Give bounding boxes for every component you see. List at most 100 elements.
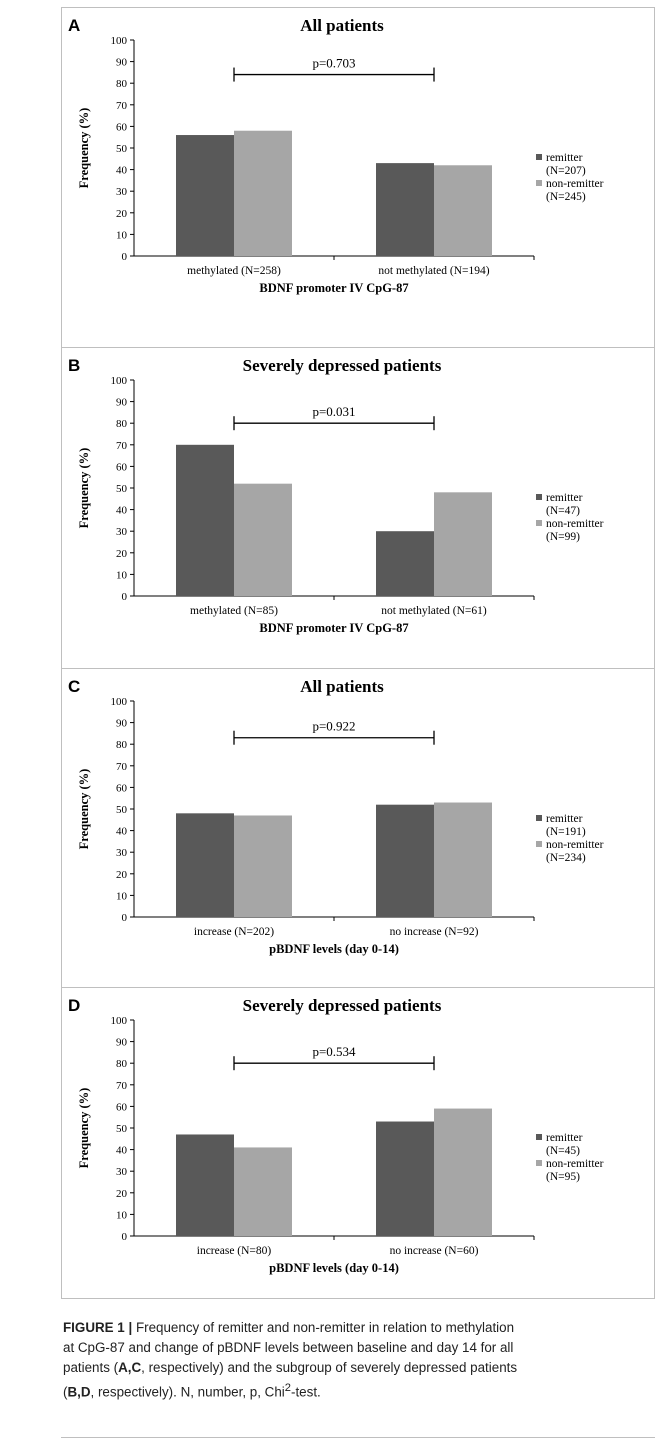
legend-label: remitter xyxy=(546,813,583,825)
p-value-label: p=0.534 xyxy=(312,1044,356,1059)
y-tick-label: 60 xyxy=(116,461,128,473)
panel-divider xyxy=(62,668,654,669)
y-tick-label: 80 xyxy=(116,739,128,751)
bar-non-remitter xyxy=(434,802,492,917)
x-tick-label: not methylated (N=194) xyxy=(378,265,489,277)
chart-title: All patients xyxy=(300,677,384,696)
legend-n: (N=47) xyxy=(546,505,580,517)
y-tick-label: 80 xyxy=(116,78,128,90)
legend-n: (N=45) xyxy=(546,1145,580,1157)
legend-swatch xyxy=(536,1160,542,1166)
panel-divider xyxy=(62,987,654,988)
panel-b: B Severely depressed patients 0 10 20 30 40 50 6… xyxy=(62,348,654,668)
caption-label: FIGURE 1 | xyxy=(63,1320,133,1335)
y-tick-label: 10 xyxy=(116,229,128,241)
bar-non-remitter xyxy=(434,165,492,256)
legend-n: (N=191) xyxy=(546,826,586,838)
legend-swatch xyxy=(536,815,542,821)
chart-title: All patients xyxy=(300,16,384,35)
panel-c: C All patients 0 10 20 30 40 50 60 70 80 90 100 Frequ… xyxy=(62,669,654,987)
y-tick-label: 10 xyxy=(116,1209,128,1221)
y-axis-label: Frequency (%) xyxy=(77,448,91,529)
caption-superscript: 2 xyxy=(284,1382,291,1394)
y-tick-label: 30 xyxy=(116,1166,128,1178)
panel-letter: C xyxy=(68,677,80,696)
y-tick-label: 30 xyxy=(116,186,128,198)
y-tick-label: 20 xyxy=(116,548,128,560)
y-tick-label: 100 xyxy=(111,1015,128,1027)
y-tick-label: 40 xyxy=(116,1145,128,1157)
panel-d: D Severely depressed patients 0 10 20 30 40 50 6… xyxy=(62,988,654,1298)
y-tick-label: 30 xyxy=(116,526,128,538)
y-tick-label: 70 xyxy=(116,1080,128,1092)
p-value-label: p=0.922 xyxy=(312,719,355,734)
y-axis-label: Frequency (%) xyxy=(77,108,91,189)
chart-d-svg: D Severely depressed patients 0 10 20 30 40 50 6… xyxy=(68,996,604,1275)
legend-swatch xyxy=(536,154,542,160)
chart-title: Severely depressed patients xyxy=(243,356,442,375)
legend-label: non-remitter xyxy=(546,518,604,530)
y-tick-label: 20 xyxy=(116,869,128,881)
x-axis-label: pBDNF levels (day 0-14) xyxy=(269,1261,399,1275)
bar-remitter xyxy=(176,444,234,596)
y-tick-label: 50 xyxy=(116,143,128,155)
y-tick-label: 80 xyxy=(116,418,128,430)
y-tick-label: 70 xyxy=(116,440,128,452)
y-tick-label: 20 xyxy=(116,208,128,220)
legend-swatch xyxy=(536,841,542,847)
y-tick-label: 0 xyxy=(122,912,128,924)
y-tick-label: 50 xyxy=(116,804,128,816)
x-tick-label: increase (N=80) xyxy=(197,1245,272,1257)
chart-c-svg: C All patients 0 10 20 30 40 50 60 70 80 90 100 Frequ… xyxy=(68,677,604,956)
y-tick-label: 10 xyxy=(116,890,128,902)
chart-a-svg: A All patients 0 10 20 30 40 50 60 70 80 90 100 Frequ… xyxy=(68,16,604,295)
caption-line4a: ( xyxy=(63,1384,68,1400)
y-tick-label: 90 xyxy=(116,397,128,409)
legend-n: (N=234) xyxy=(546,852,586,864)
y-tick-label: 90 xyxy=(116,718,128,730)
y-tick-label: 40 xyxy=(116,505,128,517)
panel-letter: A xyxy=(68,16,80,35)
p-value-label: p=0.031 xyxy=(312,404,355,419)
caption-line4c: , respectively). N, number, p, Chi xyxy=(90,1384,285,1400)
bar-non-remitter xyxy=(234,1147,292,1236)
y-tick-label: 60 xyxy=(116,1101,128,1113)
y-tick-label: 90 xyxy=(116,1037,128,1049)
bar-remitter xyxy=(376,1121,434,1236)
x-tick-label: methylated (N=258) xyxy=(187,265,281,277)
bar-non-remitter xyxy=(234,815,292,917)
y-tick-label: 0 xyxy=(122,591,128,603)
legend-n: (N=99) xyxy=(546,531,580,543)
bar-remitter xyxy=(376,531,434,596)
y-tick-label: 10 xyxy=(116,569,128,581)
y-tick-label: 40 xyxy=(116,826,128,838)
x-axis-label: pBDNF levels (day 0-14) xyxy=(269,942,399,956)
bar-remitter xyxy=(376,163,434,256)
legend-n: (N=245) xyxy=(546,191,586,203)
x-tick-label: methylated (N=85) xyxy=(190,605,278,617)
bar-remitter xyxy=(176,1134,234,1236)
panel-divider xyxy=(62,347,654,348)
y-tick-label: 90 xyxy=(116,57,128,69)
y-tick-label: 70 xyxy=(116,761,128,773)
bar-remitter xyxy=(176,813,234,917)
chart-b-svg: B Severely depressed patients 0 10 20 30 40 50 6… xyxy=(68,356,604,635)
caption-line3c: , respectively) and the subgroup of seve… xyxy=(141,1360,518,1375)
panel-a: A All patients 0 10 20 30 40 50 60 70 80 90 100 Frequ… xyxy=(62,8,654,347)
y-axis-label: Frequency (%) xyxy=(77,769,91,850)
figure-frame: A All patients 0 10 20 30 40 50 60 70 80 90 100 Frequ… xyxy=(61,7,655,1299)
caption-panels-bd: B,D xyxy=(67,1384,91,1400)
x-tick-label: no increase (N=60) xyxy=(390,1245,479,1257)
y-tick-label: 100 xyxy=(111,35,128,47)
y-axis-label: Frequency (%) xyxy=(77,1088,91,1169)
y-tick-label: 30 xyxy=(116,847,128,859)
chart-title: Severely depressed patients xyxy=(243,996,442,1015)
y-tick-label: 20 xyxy=(116,1188,128,1200)
x-axis-label: BDNF promoter IV CpG-87 xyxy=(259,281,408,295)
figure-caption: FIGURE 1 | Frequency of remitter and non… xyxy=(63,1318,653,1402)
legend-n: (N=207) xyxy=(546,165,586,177)
x-tick-label: increase (N=202) xyxy=(194,926,274,938)
y-tick-label: 50 xyxy=(116,483,128,495)
bar-remitter xyxy=(376,804,434,917)
panel-letter: B xyxy=(68,356,80,375)
